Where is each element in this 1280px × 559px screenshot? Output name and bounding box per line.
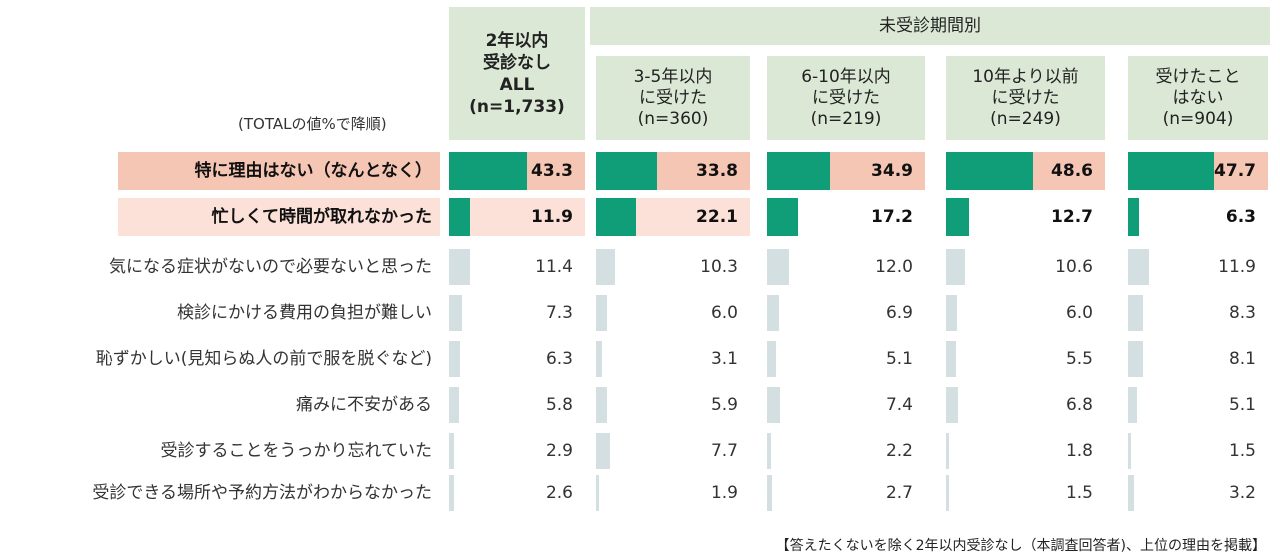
bar bbox=[449, 249, 470, 285]
bar bbox=[767, 475, 772, 511]
value-label: 43.3 bbox=[531, 161, 573, 181]
value-label: 5.8 bbox=[545, 395, 573, 415]
value-label: 47.7 bbox=[1214, 161, 1256, 181]
column-header: 2年以内 受診なし ALL (n=1,733) bbox=[449, 7, 585, 140]
bar bbox=[449, 295, 463, 331]
value-label: 12.0 bbox=[875, 257, 913, 277]
value-label: 3.1 bbox=[710, 349, 738, 369]
value-label: 6.0 bbox=[1065, 303, 1093, 323]
bar bbox=[449, 341, 461, 377]
row-label: 気になる症状がないので必要ないと思った bbox=[109, 257, 432, 277]
value-label: 48.6 bbox=[1051, 161, 1093, 181]
value-label: 2.6 bbox=[545, 483, 573, 503]
row-label: 検診にかける費用の負担が難しい bbox=[177, 303, 432, 323]
row-label: 痛みに不安がある bbox=[296, 395, 432, 415]
sort-note: (TOTALの値%で降順) bbox=[238, 115, 387, 133]
bar bbox=[946, 249, 966, 285]
column-header: 10年より以前 に受けた (n=249) bbox=[946, 56, 1105, 140]
value-label: 8.3 bbox=[1228, 303, 1256, 323]
column-header: 3-5年以内 に受けた (n=360) bbox=[596, 56, 750, 140]
value-label: 10.6 bbox=[1055, 257, 1093, 277]
value-label: 11.9 bbox=[531, 207, 573, 227]
bar bbox=[1128, 249, 1150, 285]
group-header: 未受診期間別 bbox=[590, 7, 1270, 45]
value-label: 2.9 bbox=[545, 441, 573, 461]
row-label: 恥ずかしい(見知らぬ人の前で服を脱ぐなど) bbox=[95, 349, 432, 369]
value-label: 3.2 bbox=[1228, 483, 1256, 503]
bar bbox=[596, 295, 607, 331]
bar bbox=[767, 295, 780, 331]
bar bbox=[596, 475, 600, 511]
bar bbox=[1128, 295, 1143, 331]
bar bbox=[449, 387, 460, 423]
value-label: 2.7 bbox=[885, 483, 913, 503]
value-label: 10.3 bbox=[700, 257, 738, 277]
bar bbox=[596, 152, 657, 190]
value-label: 5.9 bbox=[710, 395, 738, 415]
bar bbox=[767, 387, 781, 423]
bar bbox=[946, 295, 957, 331]
value-label: 2.2 bbox=[885, 441, 913, 461]
bar bbox=[946, 387, 959, 423]
value-label: 7.4 bbox=[885, 395, 913, 415]
bar bbox=[1128, 475, 1134, 511]
bar bbox=[946, 475, 949, 511]
bar bbox=[596, 387, 607, 423]
bar bbox=[946, 152, 1034, 190]
value-label: 1.5 bbox=[1065, 483, 1093, 503]
bar bbox=[1128, 341, 1143, 377]
value-label: 33.8 bbox=[696, 161, 738, 181]
value-label: 6.0 bbox=[710, 303, 738, 323]
bar bbox=[767, 152, 830, 190]
value-label: 5.5 bbox=[1065, 349, 1093, 369]
column-header: 6-10年以内 に受けた (n=219) bbox=[767, 56, 925, 140]
bar bbox=[1128, 387, 1138, 423]
bar bbox=[1128, 198, 1140, 236]
bar bbox=[767, 249, 789, 285]
row-label: 受診できる場所や予約方法がわからなかった bbox=[92, 483, 432, 503]
bar bbox=[596, 433, 610, 469]
value-label: 6.9 bbox=[885, 303, 913, 323]
footer-note: 【答えたくないを除く2年以内受診なし（本調査回答者)、上位の理由を掲載】 bbox=[775, 538, 1266, 554]
value-label: 8.1 bbox=[1228, 349, 1256, 369]
value-label: 11.9 bbox=[1218, 257, 1256, 277]
row-label: 特に理由はない（なんとなく） bbox=[118, 152, 440, 190]
bar bbox=[767, 341, 777, 377]
value-label: 11.4 bbox=[535, 257, 573, 277]
bar bbox=[1128, 152, 1214, 190]
row-label: 受診することをうっかり忘れていた bbox=[160, 441, 433, 461]
value-label: 6.8 bbox=[1065, 395, 1093, 415]
value-label: 1.9 bbox=[710, 483, 738, 503]
column-header: 受けたこと はない (n=904) bbox=[1128, 56, 1268, 140]
bar bbox=[946, 341, 956, 377]
bar bbox=[449, 475, 454, 511]
bar bbox=[596, 249, 615, 285]
value-label: 5.1 bbox=[1228, 395, 1256, 415]
value-label: 34.9 bbox=[871, 161, 913, 181]
value-label: 17.2 bbox=[871, 207, 913, 227]
bar bbox=[1128, 433, 1131, 469]
bar bbox=[449, 433, 455, 469]
value-label: 6.3 bbox=[545, 349, 573, 369]
bar bbox=[449, 198, 471, 236]
bar bbox=[946, 433, 950, 469]
value-label: 5.1 bbox=[885, 349, 913, 369]
value-label: 6.3 bbox=[1225, 207, 1256, 227]
value-label: 22.1 bbox=[696, 207, 738, 227]
row-label: 忙しくて時間が取れなかった bbox=[118, 198, 440, 236]
value-label: 7.3 bbox=[545, 303, 573, 323]
bar bbox=[767, 433, 771, 469]
bar bbox=[767, 198, 798, 236]
bar bbox=[596, 198, 636, 236]
bar bbox=[596, 341, 602, 377]
cell-highlight-bg bbox=[449, 198, 585, 236]
bar bbox=[946, 198, 969, 236]
value-label: 7.7 bbox=[710, 441, 738, 461]
value-label: 1.8 bbox=[1065, 441, 1093, 461]
value-label: 1.5 bbox=[1228, 441, 1256, 461]
value-label: 12.7 bbox=[1051, 207, 1093, 227]
bar bbox=[449, 152, 527, 190]
